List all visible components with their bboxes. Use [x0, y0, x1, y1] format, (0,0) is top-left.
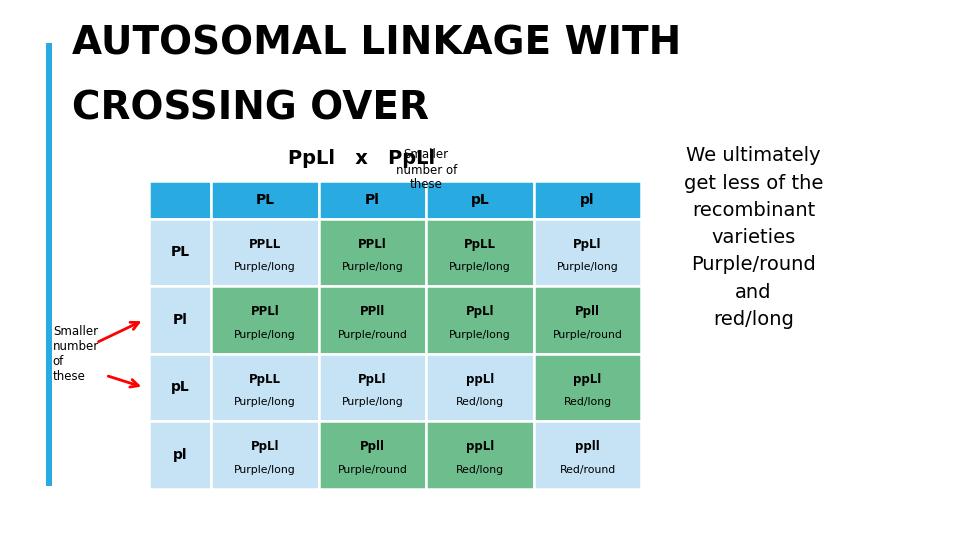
Text: Purple/long: Purple/long: [449, 330, 511, 340]
Text: ppll: ppll: [575, 440, 600, 454]
Text: Pl: Pl: [365, 193, 380, 207]
Text: Pl: Pl: [173, 313, 187, 327]
Text: pL: pL: [171, 381, 189, 394]
Text: ppLl: ppLl: [466, 373, 494, 386]
Text: Red/round: Red/round: [560, 465, 615, 475]
Text: pL: pL: [470, 193, 490, 207]
Text: pl: pl: [173, 448, 187, 462]
Text: ppLl: ppLl: [573, 373, 602, 386]
Text: Purple/long: Purple/long: [234, 330, 296, 340]
Text: PPll: PPll: [360, 305, 385, 319]
Text: PPLl: PPLl: [358, 238, 387, 251]
Text: Red/long: Red/long: [456, 397, 504, 407]
Text: Purple/long: Purple/long: [342, 397, 403, 407]
Text: We ultimately
get less of the
recombinant
varieties
Purple/round
and
red/long: We ultimately get less of the recombinan…: [684, 146, 824, 329]
Text: PpLL: PpLL: [464, 238, 496, 251]
Text: Red/long: Red/long: [564, 397, 612, 407]
Text: PpLl: PpLl: [358, 373, 387, 386]
Text: Smaller
number of
these: Smaller number of these: [396, 148, 457, 192]
Text: PPLL: PPLL: [249, 238, 281, 251]
Text: Purple/long: Purple/long: [449, 262, 511, 272]
Text: Purple/long: Purple/long: [342, 262, 403, 272]
Text: PL: PL: [171, 246, 189, 259]
Text: Purple/long: Purple/long: [234, 262, 296, 272]
Text: Purple/long: Purple/long: [234, 397, 296, 407]
Text: Smaller
number
of
these: Smaller number of these: [53, 325, 99, 383]
Text: PpLl: PpLl: [251, 440, 279, 454]
Text: Purple/long: Purple/long: [557, 262, 618, 272]
Text: AUTOSOMAL LINKAGE WITH: AUTOSOMAL LINKAGE WITH: [72, 24, 682, 62]
Text: PpLl   x   PpLl: PpLl x PpLl: [288, 148, 435, 167]
Text: Ppll: Ppll: [575, 305, 600, 319]
Text: ppLl: ppLl: [466, 440, 494, 454]
Text: Purple/round: Purple/round: [338, 465, 407, 475]
Text: PpLL: PpLL: [249, 373, 281, 386]
Text: pl: pl: [580, 193, 595, 207]
Text: PpLl: PpLl: [466, 305, 494, 319]
Text: Purple/round: Purple/round: [338, 330, 407, 340]
Text: Purple/round: Purple/round: [553, 330, 622, 340]
Text: Purple/long: Purple/long: [234, 465, 296, 475]
Text: PPLl: PPLl: [251, 305, 279, 319]
Text: Ppll: Ppll: [360, 440, 385, 454]
Text: PpLl: PpLl: [573, 238, 602, 251]
Text: PL: PL: [255, 193, 275, 207]
Text: Red/long: Red/long: [456, 465, 504, 475]
Text: CROSSING OVER: CROSSING OVER: [72, 89, 429, 127]
